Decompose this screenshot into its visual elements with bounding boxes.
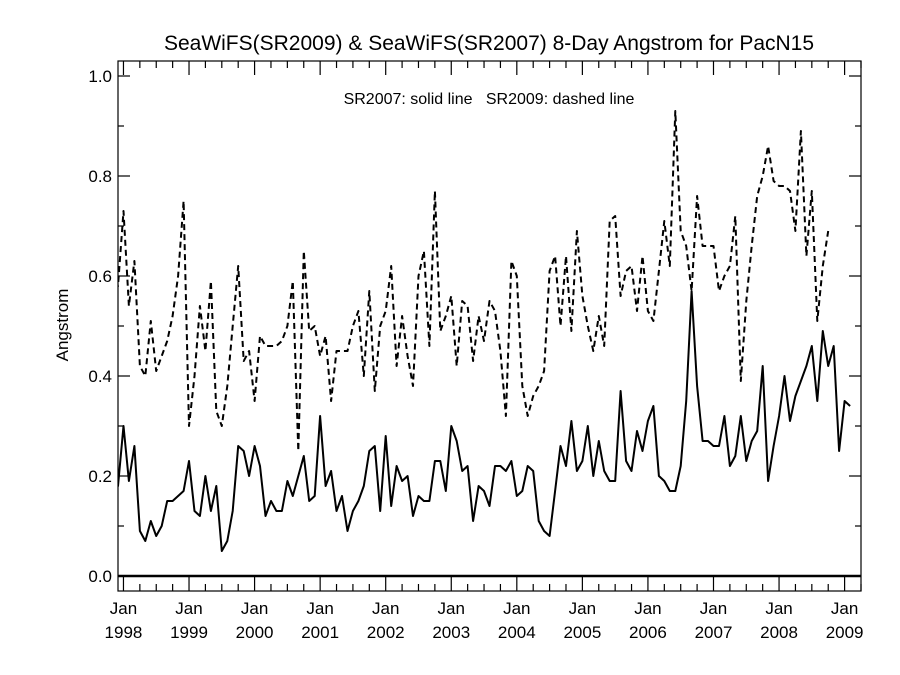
series-line-sr2009 xyxy=(118,110,830,452)
x-tick-label-year: 2008 xyxy=(760,623,798,642)
y-tick-label: 0.0 xyxy=(88,567,112,586)
plot-frame xyxy=(117,60,862,592)
x-tick-label-year: 1999 xyxy=(170,623,208,642)
y-tick-label: 0.8 xyxy=(88,167,112,186)
x-tick-label-year: 2009 xyxy=(826,623,864,642)
y-tick-label: 1.0 xyxy=(88,67,112,86)
x-tick-label-year: 2004 xyxy=(498,623,536,642)
y-tick-label: 0.4 xyxy=(88,367,112,386)
series-layer xyxy=(118,110,861,578)
chart-title: SeaWiFS(SR2009) & SeaWiFS(SR2007) 8-Day … xyxy=(164,32,814,55)
series-line-sr2007 xyxy=(118,290,851,552)
x-tick-label-month: Jan xyxy=(438,599,465,618)
x-tick-label-month: Jan xyxy=(634,599,661,618)
series-style-annotation: SR2007: solid line SR2009: dashed line xyxy=(344,91,635,108)
x-axis: Jan 1998 Jan 1999 Jan 2000 Jan 2001 Jan 2002 Jan 20… xyxy=(105,61,864,642)
x-tick-label-month: Jan xyxy=(175,599,202,618)
x-tick-label-year: 2006 xyxy=(629,623,667,642)
x-tick-label-year: 2005 xyxy=(563,623,601,642)
x-tick-label-year: 2003 xyxy=(432,623,470,642)
y-axis: 0.0 0.2 0.4 0.6 0.8 1.0 xyxy=(88,67,861,586)
x-tick-label-year: 2000 xyxy=(236,623,274,642)
x-tick-label-month: Jan xyxy=(569,599,596,618)
x-tick-label-month: Jan xyxy=(110,599,137,618)
y-axis-label: Angstrom xyxy=(53,289,72,362)
x-tick-label-month: Jan xyxy=(700,599,727,618)
x-tick-label-month: Jan xyxy=(765,599,792,618)
x-tick-label-month: Jan xyxy=(831,599,858,618)
y-tick-label: 0.2 xyxy=(88,467,112,486)
y-tick-label: 0.6 xyxy=(88,267,112,286)
x-tick-label-month: Jan xyxy=(372,599,399,618)
x-tick-label-year: 2001 xyxy=(301,623,339,642)
x-tick-label-month: Jan xyxy=(241,599,268,618)
x-tick-label-year: 2002 xyxy=(367,623,405,642)
x-tick-label-year: 2007 xyxy=(695,623,733,642)
x-tick-label-month: Jan xyxy=(503,599,530,618)
x-tick-label-year: 1998 xyxy=(105,623,143,642)
x-tick-label-month: Jan xyxy=(306,599,333,618)
